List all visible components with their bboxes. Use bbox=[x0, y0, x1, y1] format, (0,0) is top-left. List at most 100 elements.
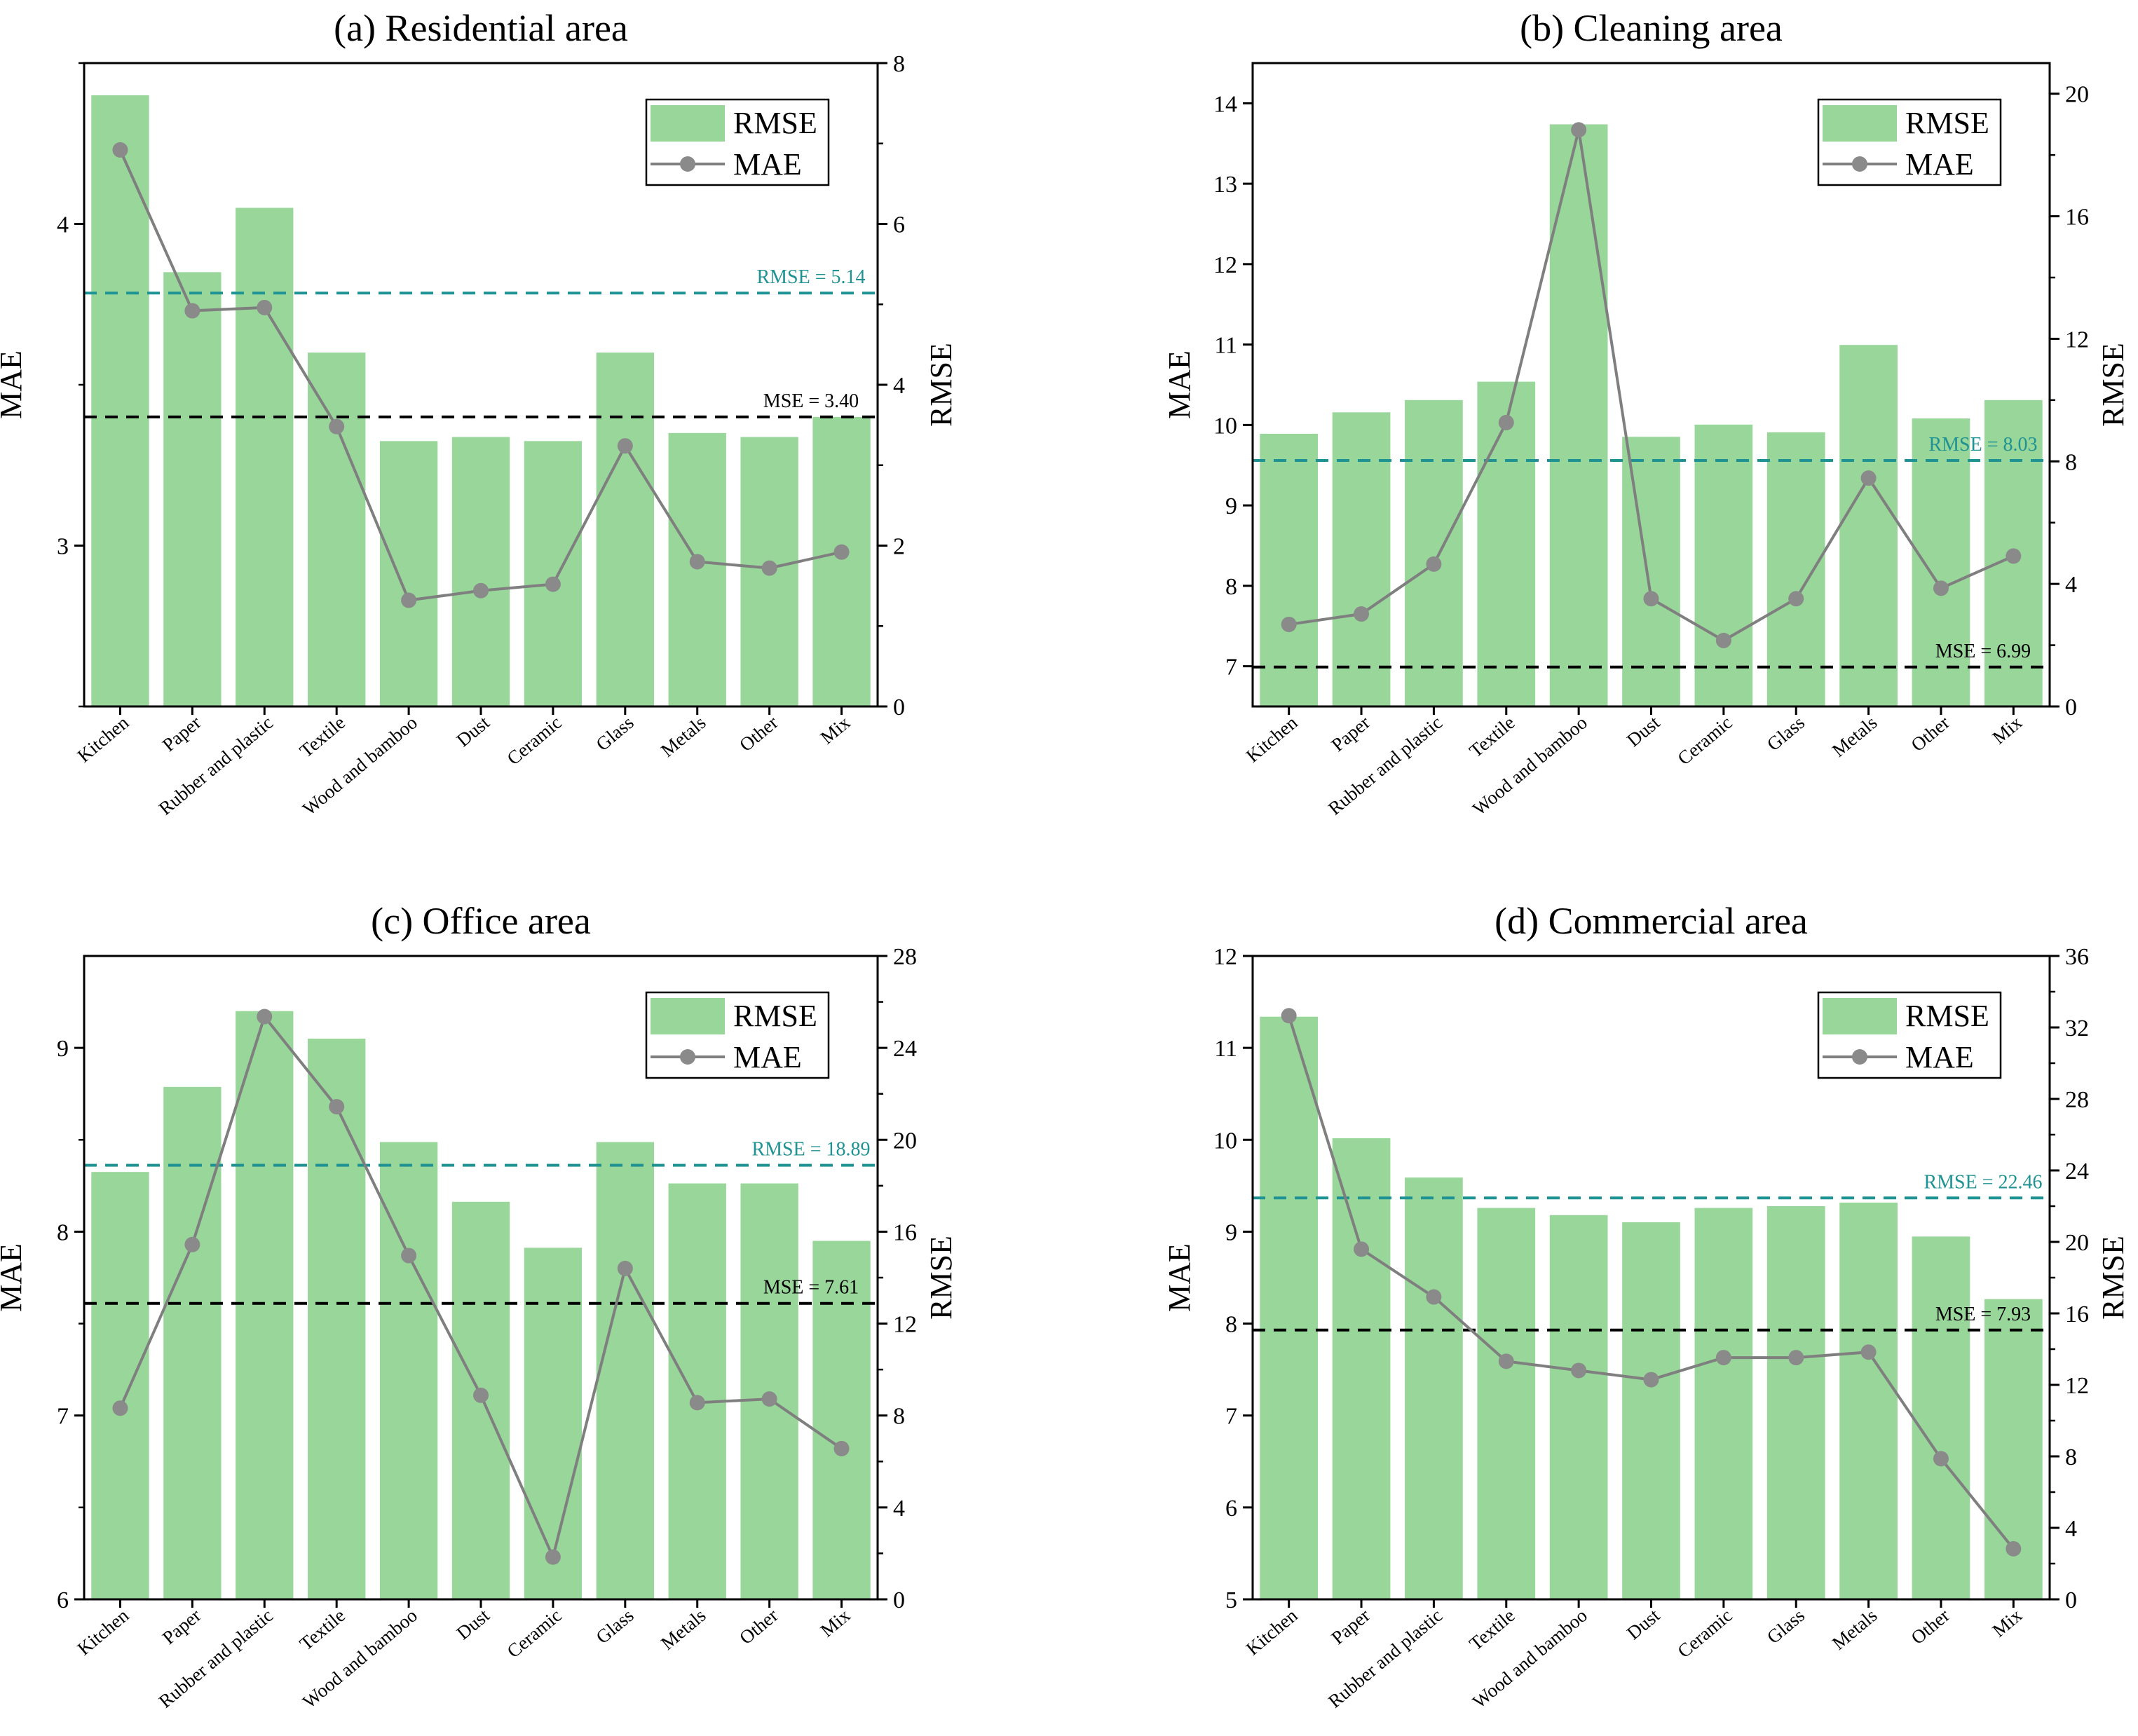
rmse-bar[interactable] bbox=[1912, 418, 1970, 706]
rmse-bar[interactable] bbox=[596, 353, 654, 706]
left-tick-label: 10 bbox=[1213, 413, 1237, 439]
rmse-bar[interactable] bbox=[812, 1241, 871, 1599]
mae-point[interactable] bbox=[257, 299, 273, 315]
rmse-bar[interactable] bbox=[163, 1086, 222, 1599]
mae-point[interactable] bbox=[473, 582, 489, 599]
mae-point[interactable] bbox=[1933, 1451, 1949, 1467]
mae-point[interactable] bbox=[1933, 580, 1949, 596]
mae-point[interactable] bbox=[761, 1391, 777, 1407]
rmse-bar[interactable] bbox=[1766, 1206, 1825, 1599]
rmse-bar[interactable] bbox=[379, 1142, 438, 1599]
mae-point[interactable] bbox=[473, 1387, 489, 1403]
rmse-bar[interactable] bbox=[1694, 1208, 1753, 1599]
rmse-bar[interactable] bbox=[1694, 424, 1753, 706]
x-tick-label: Mix bbox=[817, 1604, 854, 1641]
mae-point[interactable] bbox=[401, 592, 417, 608]
mae-point[interactable] bbox=[1426, 1289, 1442, 1305]
mae-point[interactable] bbox=[1643, 591, 1659, 607]
rmse-bar[interactable] bbox=[668, 1183, 726, 1599]
mae-point[interactable] bbox=[689, 1395, 705, 1411]
mae-point[interactable] bbox=[1354, 606, 1370, 622]
rmse-bar[interactable] bbox=[308, 1039, 366, 1599]
rmse-bar[interactable] bbox=[1405, 1177, 1463, 1599]
rmse-bar[interactable] bbox=[524, 441, 583, 706]
rmse-bar[interactable] bbox=[1839, 345, 1898, 707]
rmse-bar[interactable] bbox=[1332, 412, 1391, 706]
left-tick-label: 8 bbox=[1225, 1312, 1237, 1338]
rmse-bar[interactable] bbox=[1405, 399, 1463, 706]
rmse-bar[interactable] bbox=[1839, 1202, 1898, 1599]
mae-point[interactable] bbox=[1788, 1350, 1804, 1366]
mae-point[interactable] bbox=[1498, 414, 1514, 430]
mae-point[interactable] bbox=[1715, 632, 1731, 648]
rmse-bar[interactable] bbox=[1332, 1138, 1391, 1599]
mae-point[interactable] bbox=[1788, 591, 1804, 607]
left-tick-label: 10 bbox=[1213, 1128, 1237, 1154]
right-tick-label: 4 bbox=[893, 373, 905, 399]
mae-point[interactable] bbox=[833, 544, 850, 560]
rmse-bar[interactable] bbox=[1260, 433, 1319, 706]
mae-point[interactable] bbox=[833, 1440, 850, 1456]
mae-point[interactable] bbox=[761, 560, 777, 576]
rmse-bar[interactable] bbox=[1622, 1222, 1680, 1599]
mae-point[interactable] bbox=[1354, 1241, 1370, 1257]
mae-point[interactable] bbox=[1643, 1372, 1659, 1388]
mae-point[interactable] bbox=[184, 303, 200, 319]
right-tick-label: 20 bbox=[2065, 82, 2089, 108]
chart-panel-3: (c) Office area RMSE = 18.89 MSE = 7.61 6 7 8… bbox=[0, 900, 958, 1712]
mae-point[interactable] bbox=[1860, 470, 1877, 486]
rmse-bar[interactable] bbox=[451, 437, 510, 706]
mae-point[interactable] bbox=[329, 1099, 345, 1115]
x-tick-label: Paper bbox=[1328, 712, 1374, 756]
legend-rmse-swatch bbox=[651, 998, 725, 1034]
rmse-bar[interactable] bbox=[1477, 1208, 1536, 1599]
rmse-reference-label: RMSE = 18.89 bbox=[751, 1139, 870, 1161]
rmse-bar[interactable] bbox=[91, 95, 149, 706]
mae-point[interactable] bbox=[1281, 616, 1297, 632]
rmse-bar[interactable] bbox=[1912, 1236, 1970, 1599]
mae-point[interactable] bbox=[689, 554, 705, 570]
mae-point[interactable] bbox=[1281, 1008, 1297, 1024]
mae-point[interactable] bbox=[2006, 1540, 2022, 1557]
mae-point[interactable] bbox=[257, 1009, 273, 1025]
mae-point[interactable] bbox=[1426, 556, 1442, 572]
mae-point[interactable] bbox=[617, 1260, 633, 1276]
rmse-bar[interactable] bbox=[1622, 437, 1680, 706]
rmse-bar[interactable] bbox=[163, 272, 222, 707]
x-tick-label: Glass bbox=[592, 1605, 637, 1648]
mae-point[interactable] bbox=[1498, 1353, 1514, 1369]
right-tick-label: 8 bbox=[893, 1404, 905, 1430]
rmse-bar[interactable] bbox=[1260, 1016, 1319, 1599]
rmse-bar[interactable] bbox=[596, 1142, 654, 1599]
left-tick-label: 13 bbox=[1213, 172, 1237, 198]
mae-point[interactable] bbox=[401, 1248, 417, 1264]
rmse-bar[interactable] bbox=[668, 432, 726, 706]
mae-point[interactable] bbox=[545, 576, 561, 592]
rmse-bar[interactable] bbox=[812, 416, 871, 706]
rmse-bar[interactable] bbox=[379, 441, 438, 706]
mae-point[interactable] bbox=[1571, 1362, 1587, 1379]
mae-point[interactable] bbox=[545, 1549, 561, 1565]
rmse-bar[interactable] bbox=[1766, 432, 1825, 706]
rmse-bar[interactable] bbox=[1549, 1215, 1608, 1599]
legend-rmse-label: RMSE bbox=[733, 999, 817, 1033]
rmse-reference-label: RMSE = 8.03 bbox=[1928, 434, 2037, 456]
mae-point[interactable] bbox=[1571, 122, 1587, 138]
mae-point[interactable] bbox=[329, 418, 345, 435]
rmse-bar[interactable] bbox=[1477, 381, 1536, 706]
mae-point[interactable] bbox=[1715, 1350, 1731, 1366]
mae-point[interactable] bbox=[1860, 1344, 1877, 1360]
rmse-bar[interactable] bbox=[524, 1248, 583, 1599]
mae-point[interactable] bbox=[617, 438, 633, 454]
legend-mae-marker bbox=[680, 156, 695, 172]
rmse-bar[interactable] bbox=[236, 1011, 294, 1599]
mae-point[interactable] bbox=[112, 1400, 128, 1416]
mae-point[interactable] bbox=[112, 142, 128, 158]
rmse-bar[interactable] bbox=[91, 1172, 149, 1599]
rmse-bar[interactable] bbox=[236, 207, 294, 706]
chart-panel-2: (b) Cleaning area RMSE = 8.03 MSE = 6.99 7 8… bbox=[1162, 7, 2130, 819]
rmse-bar[interactable] bbox=[1549, 124, 1608, 706]
mae-point[interactable] bbox=[2006, 548, 2022, 564]
mae-point[interactable] bbox=[184, 1236, 200, 1252]
rmse-bar[interactable] bbox=[308, 353, 366, 706]
